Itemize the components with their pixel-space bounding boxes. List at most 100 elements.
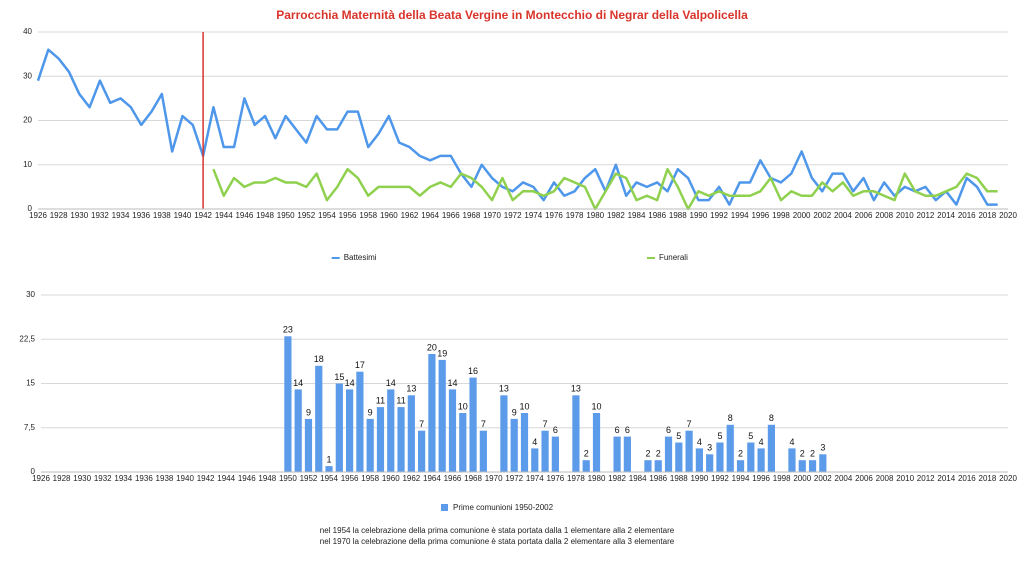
x-tick-label: 1970 xyxy=(483,211,501,220)
x-tick-label: 1944 xyxy=(215,211,233,220)
value-label: 6 xyxy=(553,425,558,435)
x-tick-label: 2012 xyxy=(917,474,935,483)
y-tick-label: 30 xyxy=(23,71,32,80)
value-label: 10 xyxy=(592,401,602,411)
x-tick-label: 1942 xyxy=(197,474,215,483)
x-tick-label: 1932 xyxy=(91,211,109,220)
value-label: 13 xyxy=(406,384,416,394)
x-tick-label: 1948 xyxy=(256,211,274,220)
value-label: 10 xyxy=(519,401,529,411)
x-tick-label: 1950 xyxy=(279,474,297,483)
x-tick-label: 2010 xyxy=(896,211,914,220)
x-tick-label: 1932 xyxy=(94,474,112,483)
bar xyxy=(582,460,590,472)
value-label: 13 xyxy=(571,384,581,394)
x-tick-label: 1958 xyxy=(359,211,377,220)
x-tick-label: 1976 xyxy=(546,474,564,483)
bar xyxy=(654,460,662,472)
x-tick-label: 1956 xyxy=(341,474,359,483)
x-tick-label: 2012 xyxy=(917,211,935,220)
bar xyxy=(397,407,405,472)
value-label: 2 xyxy=(738,449,743,459)
x-tick-label: 1984 xyxy=(629,474,647,483)
value-label: 15 xyxy=(334,372,344,382)
x-tick-label: 1998 xyxy=(773,474,791,483)
bar xyxy=(376,407,385,472)
x-tick-label: 1930 xyxy=(73,474,91,483)
x-tick-label: 1940 xyxy=(174,211,192,220)
value-label: 4 xyxy=(759,437,764,447)
x-tick-label: 1960 xyxy=(380,211,398,220)
y-tick-label: 15 xyxy=(26,379,35,388)
bar xyxy=(335,383,343,472)
x-tick-label: 1942 xyxy=(194,211,212,220)
line-series xyxy=(212,167,998,211)
value-label: 2 xyxy=(800,449,805,459)
y-tick-label: 20 xyxy=(23,116,32,125)
x-tick-label: 2016 xyxy=(958,211,976,220)
x-tick-label: 2004 xyxy=(835,474,853,483)
y-tick-label: 40 xyxy=(23,27,32,36)
x-tick-label: 1964 xyxy=(423,474,441,483)
bar xyxy=(459,413,467,472)
x-tick-label: 1972 xyxy=(504,211,522,220)
x-tick-label: 1964 xyxy=(421,211,439,220)
y-tick-label: 30 xyxy=(26,290,35,299)
y-tick-label: 10 xyxy=(23,160,32,169)
value-label: 23 xyxy=(283,325,293,335)
x-tick-label: 2008 xyxy=(875,211,893,220)
x-tick-label: 1990 xyxy=(690,474,708,483)
value-label: 6 xyxy=(615,425,620,435)
x-tick-label: 1974 xyxy=(524,211,542,220)
x-tick-label: 2008 xyxy=(876,474,894,483)
value-label: 13 xyxy=(499,384,509,394)
bar xyxy=(613,436,621,472)
x-tick-label: 2016 xyxy=(958,474,976,483)
x-tick-label: 2018 xyxy=(978,211,996,220)
x-tick-label: 1970 xyxy=(485,474,503,483)
bar xyxy=(510,418,518,472)
x-tick-label: 2010 xyxy=(896,474,914,483)
bar xyxy=(366,418,374,472)
x-tick-label: 1968 xyxy=(463,211,481,220)
bar xyxy=(819,454,827,472)
bar xyxy=(736,460,745,472)
x-tick-label: 2000 xyxy=(793,211,811,220)
value-label: 11 xyxy=(376,395,385,405)
x-tick-label: 1966 xyxy=(444,474,462,483)
bar xyxy=(664,436,673,472)
bar xyxy=(346,389,354,472)
bar xyxy=(428,354,436,472)
x-tick-label: 2002 xyxy=(813,211,831,220)
x-tick-label: 1960 xyxy=(382,474,400,483)
x-tick-label: 1930 xyxy=(70,211,88,220)
value-label: 20 xyxy=(427,342,437,352)
bar xyxy=(767,424,775,472)
bar xyxy=(788,448,796,472)
value-label: 2 xyxy=(645,449,650,459)
x-tick-label: 1936 xyxy=(132,211,150,220)
x-tick-label: 2014 xyxy=(937,474,955,483)
x-tick-label: 2014 xyxy=(937,211,955,220)
x-tick-label: 1994 xyxy=(732,474,750,483)
value-label: 2 xyxy=(810,449,815,459)
bar xyxy=(623,436,631,472)
bar xyxy=(294,389,302,472)
x-tick-label: 1992 xyxy=(710,211,728,220)
value-label: 9 xyxy=(306,407,311,417)
x-tick-label: 1946 xyxy=(238,474,256,483)
bar xyxy=(356,371,364,472)
x-tick-label: 1994 xyxy=(731,211,749,220)
x-tick-label: 2020 xyxy=(999,474,1017,483)
y-tick-label: 0 xyxy=(31,467,36,476)
value-label: 14 xyxy=(345,378,355,388)
y-tick-label: 7,5 xyxy=(24,423,36,432)
value-label: 14 xyxy=(293,378,303,388)
bar xyxy=(438,359,446,472)
bar xyxy=(284,336,292,472)
bar xyxy=(675,442,683,472)
x-tick-label: 1978 xyxy=(567,474,585,483)
value-label: 5 xyxy=(748,431,753,441)
x-tick-label: 1950 xyxy=(277,211,295,220)
